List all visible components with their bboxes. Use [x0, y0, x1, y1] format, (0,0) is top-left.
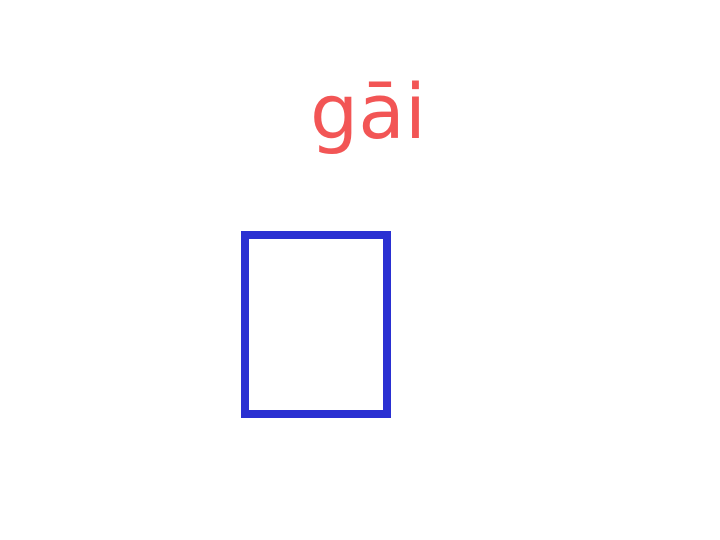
character-box	[241, 231, 391, 418]
pinyin-label: gāi	[310, 67, 426, 156]
